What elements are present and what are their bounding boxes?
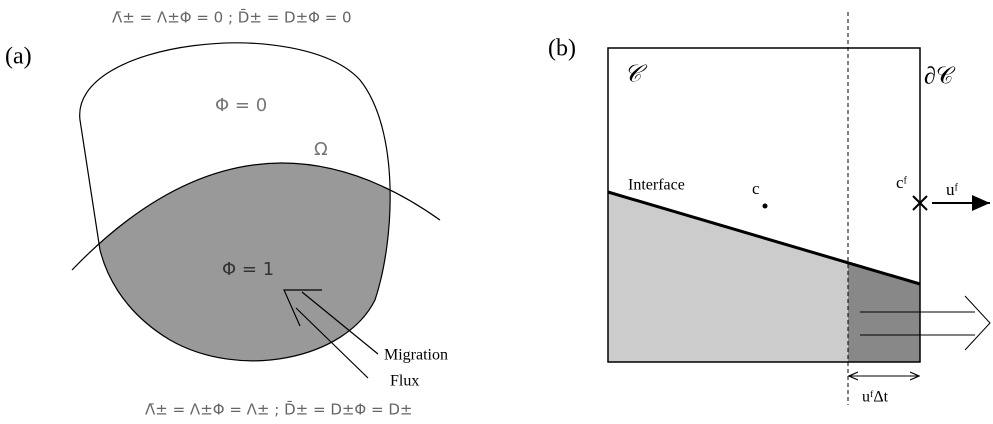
panel-label: (b) (548, 36, 576, 62)
boundary-label: ∂𝒞 (924, 64, 956, 90)
face-label: cᶠ (896, 173, 908, 192)
cell (607, 47, 921, 363)
flux-arrow (860, 295, 991, 351)
center-label: c (752, 179, 760, 198)
cell-label: 𝒞 (624, 62, 648, 88)
interface-line (607, 190, 921, 286)
region-label: Φ = 0 (215, 95, 267, 116)
region-label: Φ = 1 (222, 259, 274, 280)
equation: Λ̄± = Λ±Φ = Λ± ; D̄± = D±Φ = D± (145, 400, 412, 419)
domain-label: Ω (314, 139, 328, 160)
dimension-label: uᶠΔt (862, 389, 889, 406)
fluid-region (608, 192, 920, 362)
velocity-label: uᶠ (946, 180, 959, 199)
arrow-label: Flux (390, 373, 419, 390)
interface-label: Interface (628, 177, 685, 194)
panel-label: (a) (5, 44, 32, 70)
arrow-label: Migration (384, 347, 448, 364)
face-cross (912, 195, 928, 211)
blob (71, 42, 441, 362)
center-dot (762, 203, 768, 209)
flux-arrow (283, 289, 379, 379)
equation: Λ̄± = Λ±Φ = 0 ; D̄± = D±Φ = 0 (112, 8, 352, 27)
